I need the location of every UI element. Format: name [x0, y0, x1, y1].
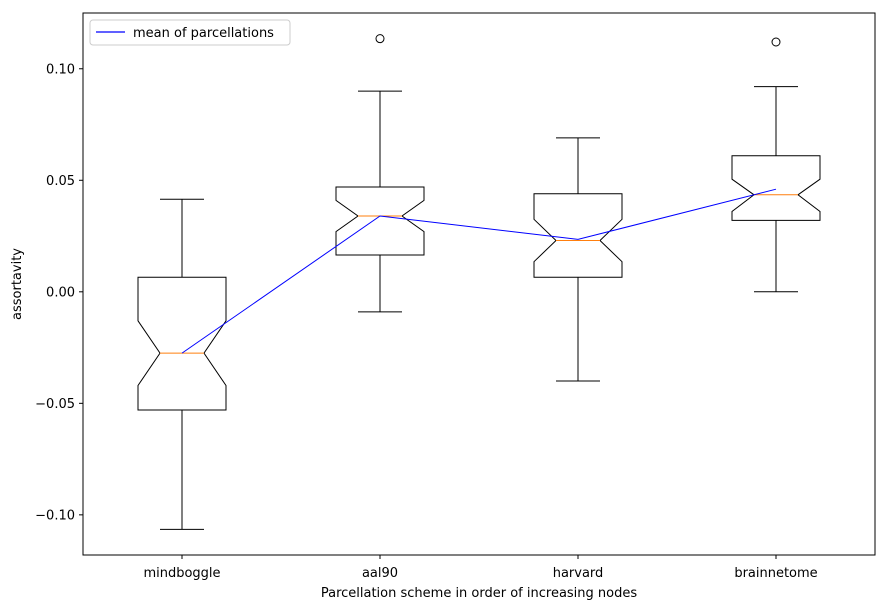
y-tick-label: −0.10: [35, 508, 75, 523]
legend-frame: [89, 19, 291, 46]
x-tick-label: harvard: [553, 566, 604, 581]
x-tick-label: brainnetome: [734, 566, 817, 581]
x-tick-label: mindboggle: [143, 566, 220, 581]
box-harvard: [533, 137, 623, 382]
x-axis-label: Parcellation scheme in order of increasi…: [321, 586, 638, 601]
box-brainnetome: [731, 37, 821, 293]
y-tick-label: 0.05: [46, 174, 75, 189]
legend-label: mean of parcellations: [133, 26, 274, 41]
y-tick-label: 0.10: [46, 62, 75, 77]
box-aal90: [335, 34, 425, 313]
outlier-point: [771, 37, 781, 47]
notched-box: [335, 186, 425, 256]
outlier-point: [375, 34, 385, 44]
notched-box: [731, 155, 821, 221]
legend: mean of parcellations: [89, 19, 291, 46]
x-axis: mindboggle aal90 harvard brainnetome: [143, 555, 818, 581]
notched-box: [137, 276, 227, 411]
boxes-layer: [137, 34, 821, 530]
y-axis: −0.10 −0.05 0.00 0.05 0.10: [35, 62, 83, 523]
y-tick-label: −0.05: [35, 397, 75, 412]
y-axis-label: assortavity: [10, 248, 25, 320]
mean-series-line: [181, 188, 777, 354]
box-mindboggle: [137, 198, 227, 530]
notched-box: [533, 193, 623, 278]
mean-line-layer: [181, 188, 777, 354]
y-tick-label: 0.00: [46, 285, 75, 300]
x-tick-label: aal90: [362, 566, 398, 581]
plot-area: [82, 12, 876, 556]
